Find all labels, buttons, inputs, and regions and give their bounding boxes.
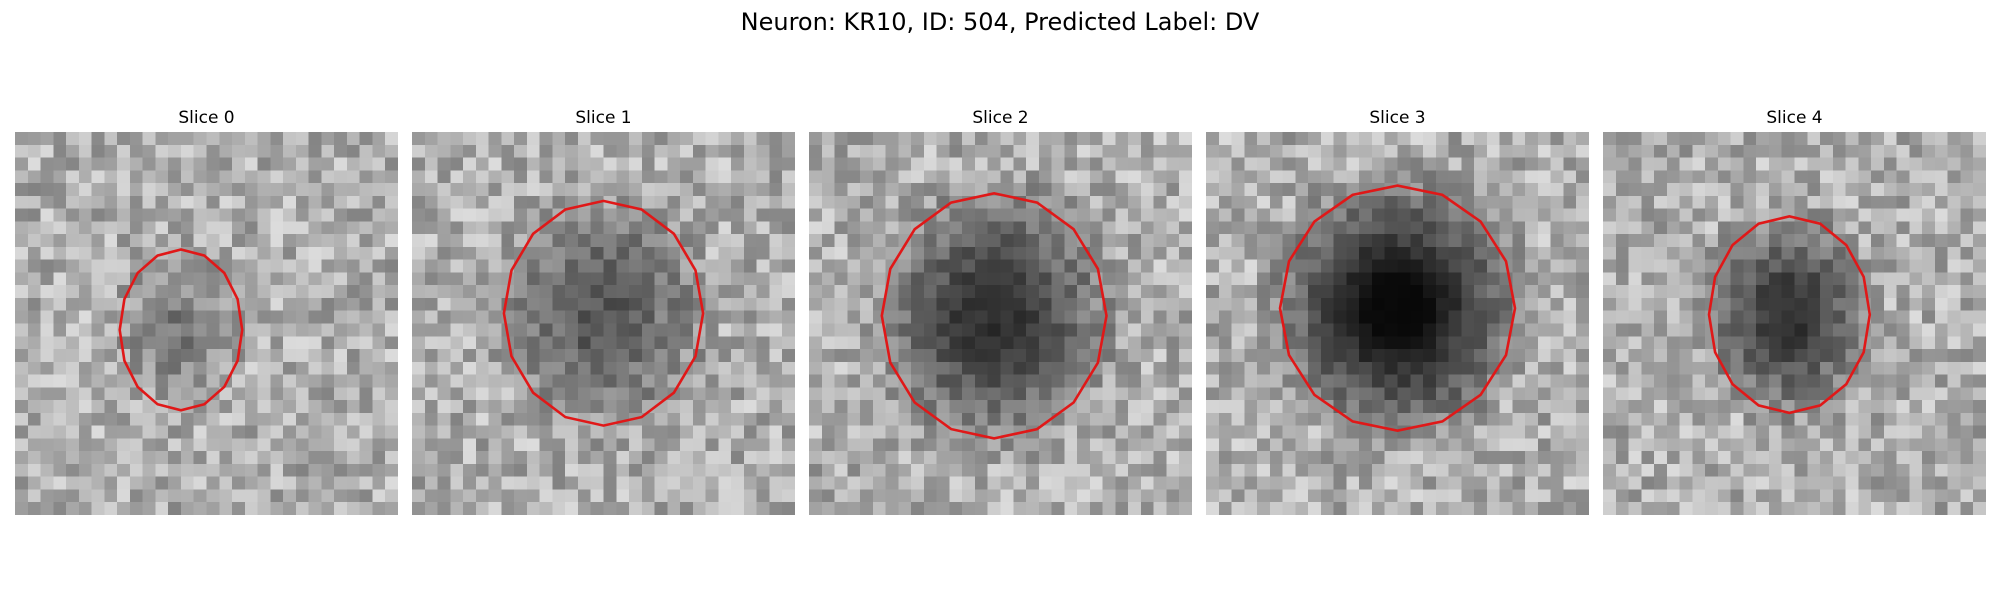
slice-title: Slice 2 — [972, 108, 1029, 128]
slice-pixels — [15, 132, 398, 515]
slice-title: Slice 3 — [1369, 108, 1426, 128]
roi-outline — [502, 199, 705, 427]
slice-panel-2: Slice 2 — [809, 108, 1192, 515]
roi-outline — [1707, 214, 1872, 415]
slice-panel-0: Slice 0 — [15, 108, 398, 515]
slice-title: Slice 4 — [1766, 108, 1823, 128]
roi-outline — [118, 248, 244, 412]
slice-title: Slice 0 — [178, 108, 235, 128]
slice-image — [1206, 132, 1589, 515]
slice-title: Slice 1 — [575, 108, 632, 128]
slice-panel-1: Slice 1 — [412, 108, 795, 515]
slice-pixels — [1206, 132, 1589, 515]
roi-outline — [1278, 184, 1517, 433]
slice-image — [412, 132, 795, 515]
roi-outline — [880, 191, 1108, 440]
slice-image — [15, 132, 398, 515]
slice-image — [1603, 132, 1986, 515]
slice-panel-3: Slice 3 — [1206, 108, 1589, 515]
figure-title: Neuron: KR10, ID: 504, Predicted Label: … — [740, 8, 1260, 36]
slice-panel-4: Slice 4 — [1603, 108, 1986, 515]
slice-image — [809, 132, 1192, 515]
slice-pixels — [412, 132, 795, 515]
slice-pixels — [1603, 132, 1986, 515]
